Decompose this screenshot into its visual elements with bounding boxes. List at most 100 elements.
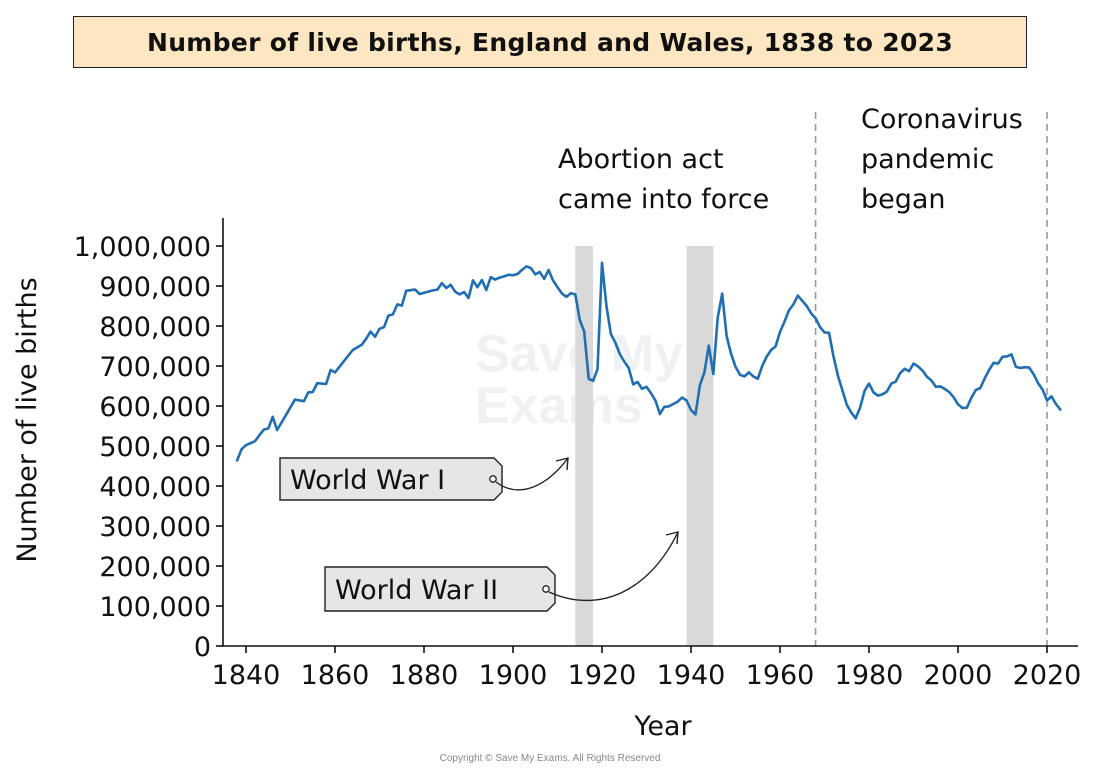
data-point	[916, 365, 920, 368]
data-point	[253, 440, 256, 443]
data-point	[596, 368, 599, 371]
data-point	[543, 277, 546, 280]
data-point	[698, 384, 702, 387]
data-point	[467, 296, 470, 300]
data-point	[823, 331, 826, 334]
data-point	[1023, 366, 1026, 369]
data-point	[534, 273, 537, 276]
data-point	[578, 318, 581, 322]
data-point	[489, 276, 492, 279]
data-point	[1041, 388, 1044, 391]
callout-arrow-1	[495, 457, 569, 491]
data-point	[396, 303, 399, 306]
callout-ring-2	[542, 585, 550, 593]
data-point	[707, 344, 710, 347]
data-point	[498, 276, 501, 279]
data-point	[494, 278, 497, 281]
data-point	[614, 341, 617, 344]
data-point	[258, 434, 261, 437]
data-point	[1045, 399, 1049, 402]
data-point	[921, 369, 924, 372]
data-point	[819, 326, 822, 329]
data-point	[311, 390, 314, 394]
data-point	[689, 408, 693, 412]
data-point	[663, 405, 666, 408]
data-point	[943, 387, 946, 390]
data-point	[974, 388, 977, 392]
copyright-notice: Copyright © Save My Exams. All Rights Re…	[439, 753, 661, 764]
data-point	[925, 375, 929, 378]
data-point	[756, 377, 759, 380]
data-point	[890, 382, 893, 385]
data-point	[587, 377, 590, 380]
data-point	[329, 368, 332, 372]
data-point	[640, 387, 644, 390]
data-point	[667, 405, 670, 408]
data-point	[761, 364, 764, 368]
axes-layer: 0 100,000 200,000 300,000 400,000 500,000 600,…	[12, 218, 1081, 742]
data-point	[685, 399, 688, 402]
data-point	[867, 382, 871, 385]
data-point	[605, 305, 608, 308]
data-point	[912, 362, 915, 365]
data-point	[240, 448, 243, 451]
data-point	[440, 282, 443, 285]
data-point	[592, 379, 595, 382]
data-point	[262, 428, 265, 431]
data-point	[992, 361, 995, 364]
data-point	[632, 383, 635, 386]
data-point	[956, 403, 960, 406]
data-point	[939, 385, 942, 388]
data-point	[414, 288, 417, 291]
data-point	[627, 366, 630, 370]
data-point	[431, 289, 434, 292]
series-layer	[235, 261, 1062, 462]
data-point	[792, 303, 795, 306]
x-axis-title: Year	[633, 711, 692, 742]
data-point	[814, 317, 817, 320]
data-point	[560, 292, 564, 295]
data-point	[1032, 373, 1035, 376]
data-point	[908, 370, 911, 373]
x-tick-label: 1900	[479, 660, 548, 691]
war-shading-band-1	[575, 246, 594, 646]
data-point	[903, 367, 906, 370]
data-point	[765, 355, 768, 358]
data-point	[676, 400, 679, 403]
data-point	[934, 385, 937, 388]
data-point	[1005, 355, 1009, 358]
data-point	[458, 293, 461, 296]
watermark-line-2: Exams	[475, 377, 643, 435]
data-point	[801, 299, 804, 302]
data-point	[405, 289, 408, 292]
data-point	[836, 374, 840, 377]
data-point	[850, 411, 853, 414]
data-point	[1054, 402, 1057, 406]
data-point	[805, 304, 808, 308]
y-tick-label: 900,000	[99, 272, 211, 303]
data-point	[712, 372, 715, 376]
data-point	[485, 288, 488, 292]
data-point	[734, 365, 737, 368]
data-point	[649, 392, 653, 395]
data-point	[538, 270, 541, 274]
y-tick-label: 300,000	[99, 512, 211, 543]
data-point	[391, 313, 394, 316]
callout-layer: World War I World War II	[279, 457, 679, 612]
data-point	[369, 330, 372, 333]
event-lines-layer: Abortion act came into force Coronavirus pa…	[558, 104, 1048, 646]
data-point	[1019, 366, 1022, 370]
data-point	[583, 330, 586, 333]
data-point	[236, 459, 239, 462]
data-point	[827, 331, 831, 334]
data-point	[961, 406, 964, 410]
event-label-2-line-1: Coronavirus	[861, 104, 1023, 135]
data-point	[894, 380, 897, 383]
data-point	[859, 406, 862, 409]
data-point	[863, 389, 866, 392]
data-point	[293, 398, 296, 401]
callout-arrowhead-1	[555, 457, 569, 471]
x-tick-label: 1960	[746, 660, 815, 691]
data-point	[271, 415, 274, 418]
